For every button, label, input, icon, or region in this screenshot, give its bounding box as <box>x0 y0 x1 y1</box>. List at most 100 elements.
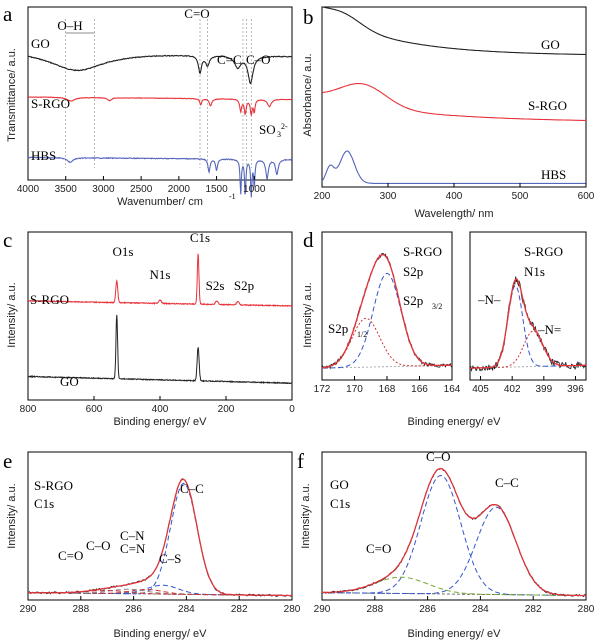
panel-f-frame <box>321 451 587 601</box>
panel-c-label-srgo: S-RGO <box>30 292 69 307</box>
panel-d-label-s2p32: S2p <box>403 293 423 308</box>
panel-e-label-co: C–O <box>86 538 111 553</box>
panel-b-label-hbs: HBS <box>541 167 566 182</box>
panel-b-tick-label: 200 <box>314 191 331 202</box>
panel-d-label-s2p12-sub: 1/2 <box>357 330 367 339</box>
panel-b-tick-label: 500 <box>512 191 529 202</box>
panel-f-component-1 <box>322 474 587 597</box>
panel-f-tick-label: 288 <box>366 604 383 615</box>
panel-a-label-srgo: S-RGO <box>31 96 70 111</box>
panel-d-seg2-tick-label: 396 <box>567 384 584 395</box>
panel-b-tick-label: 300 <box>380 191 397 202</box>
panel-e-letter: e <box>3 449 12 473</box>
panel-d-frame-2 <box>469 231 587 381</box>
panel-a-frame <box>27 6 293 181</box>
panel-d-label-n1s: N1s <box>524 264 545 279</box>
panel-d-seg1-tick-label: 164 <box>444 384 461 395</box>
panel-a-label-hbs: HBS <box>31 148 56 163</box>
panel-b-letter: b <box>303 5 314 29</box>
panel-a-series-hbs <box>27 156 293 198</box>
panel-e-frame <box>27 451 293 601</box>
panel-e-label-srgo: S-RGO <box>34 478 73 493</box>
panel-e-label-cn: C–N <box>120 528 145 543</box>
panel-c-peak-o1s: O1s <box>113 244 134 259</box>
panel-a-tick-label: 2500 <box>130 184 153 195</box>
panel-f-label-co-double: C=O <box>366 541 391 556</box>
panel-d-seg2-tick-label: 405 <box>472 384 489 395</box>
panel-e-component-1 <box>28 482 293 597</box>
panel-c-label-go: GO <box>60 374 79 389</box>
panel-c: S-RGO GO O1s N1s C1s S2s S2p 800 600 400 200 0 Bindi… <box>3 228 295 428</box>
panel-b-series-go <box>321 6 587 56</box>
panel-f-tick-label: 286 <box>419 604 436 615</box>
panel-e-tick-label: 286 <box>125 604 142 615</box>
panel-b-ylabel: Absorbance/ a.u. <box>302 53 314 136</box>
panel-a-series-go <box>27 54 292 85</box>
panel-b-frame <box>321 6 587 188</box>
panel-f-label-co: C–O <box>426 449 451 464</box>
panel-c-peak-c1s: C1s <box>190 230 210 245</box>
panel-d-seg1-tick-label: 166 <box>411 384 428 395</box>
panel-c-tick-label: 400 <box>152 404 169 415</box>
panel-a-tick-label: 1000 <box>243 184 266 195</box>
panel-a-tick-label: 3000 <box>92 184 115 195</box>
panel-b: GO S-RGO HBS 200 300 400 500 600 Wavelength/ nm A… <box>302 5 595 220</box>
panel-d-component-2-2 <box>469 330 586 369</box>
panel-b-series-srgo <box>321 83 586 121</box>
panel-f-label-cc: C–C <box>495 475 519 490</box>
panel-e-tick-label: 280 <box>284 604 301 615</box>
panel-d: 172 170 168 166 164 405 402 399 396 S-RGO S2p S2p 3/… <box>302 228 587 428</box>
panel-d-baseline-1 <box>321 364 452 369</box>
panel-f-label-go: GO <box>330 477 349 492</box>
panel-c-series-go <box>27 314 293 385</box>
panel-f-tick-label: 282 <box>525 604 542 615</box>
panel-e-raw <box>27 478 293 597</box>
panel-a-ylabel: Transmittance/ a.u. <box>6 48 18 142</box>
panel-c-tick-label: 200 <box>218 404 235 415</box>
panel-d-envelope-2 <box>469 278 586 369</box>
panel-f-letter: f <box>297 449 304 473</box>
panel-f-tick-label: 280 <box>578 604 595 615</box>
panel-a-tick-label: 2000 <box>168 184 191 195</box>
panel-a-annotation-co-single: C–O <box>246 52 271 67</box>
panel-c-series-srgo <box>27 253 293 308</box>
panel-d-seg1-tick-label: 168 <box>379 384 396 395</box>
panel-d-label-s2p12: S2p <box>328 321 348 336</box>
panel-f-component-2 <box>322 506 587 597</box>
panel-d-label-n-single: –N– <box>477 292 501 307</box>
panel-d-seg1-tick-label: 170 <box>346 384 363 395</box>
panel-e: 290 288 286 284 282 280 Binding energy/ eV Inte… <box>3 449 301 640</box>
panel-a-tick-label: 3500 <box>55 184 78 195</box>
panel-a: GO S-RGO HBS O–H C=O C=C C–O SO 32- 4000 3500 3000 2… <box>3 2 293 208</box>
panel-d-seg2-tick-label: 402 <box>504 384 521 395</box>
panel-e-label-c1s: C1s <box>34 496 54 511</box>
panel-d-letter: d <box>303 228 314 252</box>
panel-e-label-cs: C–S <box>159 551 181 566</box>
panel-b-xlabel: Wavelength/ nm <box>414 208 493 220</box>
panel-e-tick-label: 284 <box>178 604 195 615</box>
panel-b-label-go: GO <box>541 37 560 52</box>
panel-f-label-c1s: C1s <box>330 496 350 511</box>
panel-e-envelope <box>28 478 293 597</box>
panel-c-letter: c <box>3 228 12 252</box>
panel-c-tick-label: 0 <box>289 404 295 415</box>
panel-a-annotation-so3: SO <box>259 122 276 137</box>
panel-d-envelope-1 <box>322 254 452 369</box>
panel-a-tick-label: 4000 <box>17 184 40 195</box>
panel-c-xlabel: Binding energy/ eV <box>114 416 208 428</box>
panel-e-label-cc: C–C <box>180 481 204 496</box>
panel-d-seg2-tick-label: 399 <box>535 384 552 395</box>
panel-c-peak-s2p: S2p <box>234 278 254 293</box>
panel-d-ylabel: Intensity/ a.u. <box>302 282 314 347</box>
panel-d-label-n-double: –N= <box>537 322 561 337</box>
panel-a-annotation-co-double: C=O <box>184 6 209 21</box>
panel-f-xlabel: Binding energy/ eV <box>408 628 502 640</box>
panel-a-xlabel: Wavenumber/ cm <box>117 196 203 208</box>
panel-a-xlabel-sup: -1 <box>229 192 236 201</box>
panel-e-tick-label: 288 <box>72 604 89 615</box>
panel-c-peak-n1s: N1s <box>150 267 171 282</box>
panel-a-annotation-so3-sub: 3 <box>277 130 281 139</box>
panel-c-tick-label: 800 <box>20 404 37 415</box>
panel-d-xlabel: Binding energy/ eV <box>408 416 502 428</box>
